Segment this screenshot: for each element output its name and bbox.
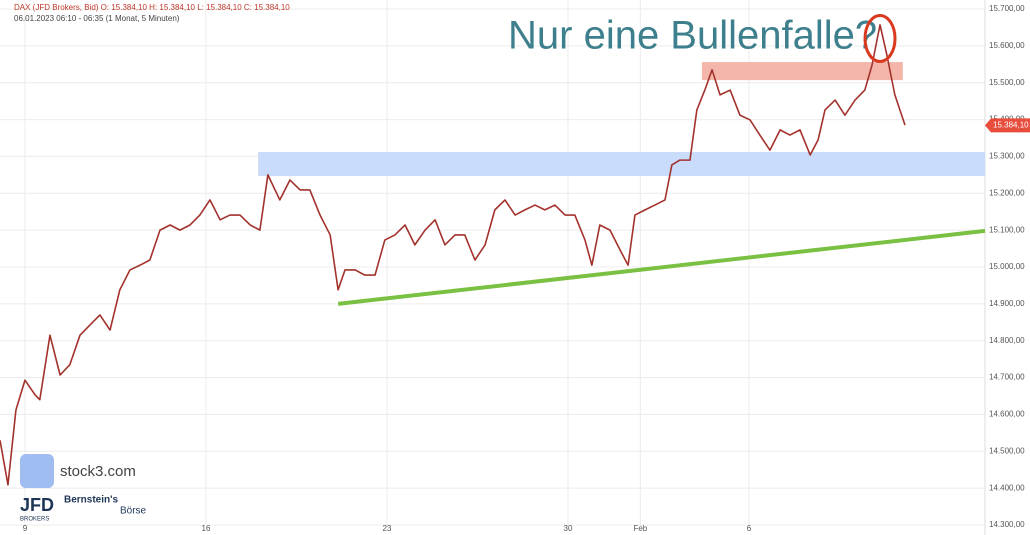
y-tick-label: 14.400,00 [989,483,1025,492]
y-tick-label: 14.500,00 [989,446,1025,455]
broker-logo: JFD [20,495,54,515]
x-tick-label: 23 [383,524,392,533]
partner-logo: Bernstein's [64,495,119,506]
zone [701,62,903,81]
y-tick-label: 14.800,00 [989,336,1025,345]
y-tick-label: 15.600,00 [989,41,1025,50]
y-tick-label: 15.300,00 [989,152,1025,161]
x-tick-label: 16 [202,524,211,533]
y-tick-label: 15.000,00 [989,262,1025,271]
chart-title: Nur eine Bullenfalle? [508,14,877,58]
partner-sub: Börse [120,506,147,517]
last-price-tag [985,118,1030,133]
trendline [337,228,986,306]
x-tick-label: 9 [23,524,28,533]
price-line [0,24,906,486]
x-tick-label: Feb [633,524,647,533]
y-tick-label: 15.200,00 [989,188,1025,197]
broker-sub: BROKERS [20,517,49,523]
y-tick-label: 15.500,00 [989,78,1025,87]
logo-icon [20,454,54,488]
x-tick-label: 6 [747,524,752,533]
y-tick-label: 15.700,00 [989,4,1025,13]
site-logo: stock3.com [60,463,136,480]
highlight-circle [863,13,897,63]
y-tick-label: 15.100,00 [989,225,1025,234]
y-tick-label: 14.700,00 [989,373,1025,382]
zone [258,152,985,176]
y-tick-label: 14.600,00 [989,410,1025,419]
last-price-label: 15.384,10 [993,121,1029,130]
y-tick-label: 14.300,00 [989,520,1025,529]
x-tick-label: 30 [564,524,573,533]
branding: stock3.com JFD BROKERS Bernstein's Börse [20,454,147,523]
header: DAX (JFD Brokers, Bid) O: 15.384,10 H: 1… [14,3,290,12]
y-tick-label: 14.900,00 [989,299,1025,308]
subheader: 06.01.2023 06:10 - 06:35 (1 Monat, 5 Min… [14,14,180,23]
